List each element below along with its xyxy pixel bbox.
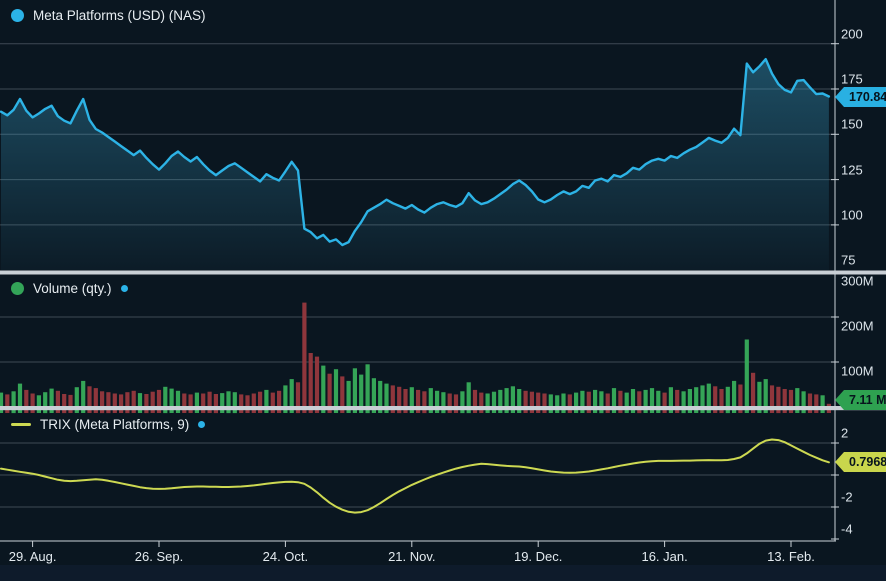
- legend-price[interactable]: Meta Platforms (USD) (NAS): [11, 8, 206, 23]
- trix-axis-label: 2: [841, 425, 849, 441]
- trix-line-swatch-icon: [11, 423, 31, 426]
- date-label: 29. Aug.: [8, 549, 57, 564]
- legend-trix[interactable]: TRIX (Meta Platforms, 9): [11, 417, 206, 432]
- legend-volume[interactable]: Volume (qty.): [11, 281, 128, 296]
- trix-axis-label: -4: [841, 521, 853, 537]
- trix-series-label: TRIX (Meta Platforms, 9): [40, 417, 190, 432]
- volume-options-dot-icon[interactable]: [120, 285, 128, 292]
- last-price-badge: 170.84: [835, 87, 886, 107]
- date-label: 13. Feb.: [767, 549, 815, 564]
- volume-series-dot-icon: [11, 282, 24, 295]
- volume-axis-label: 100M: [841, 363, 874, 379]
- price-axis-label: 150: [841, 116, 863, 132]
- footer-strip: [0, 565, 886, 581]
- price-axis-label: 175: [841, 71, 863, 87]
- date-label: 24. Oct.: [262, 549, 309, 564]
- volume-series-label: Volume (qty.): [33, 281, 112, 296]
- date-label: 19. Dec.: [513, 549, 563, 564]
- date-label: 16. Jan.: [641, 549, 688, 564]
- trix-axis-label: -2: [841, 489, 853, 505]
- price-axis-label: 100: [841, 207, 863, 223]
- date-label: 26. Sep.: [134, 549, 184, 564]
- last-volume-badge: 7.11 M: [835, 390, 886, 410]
- trix-options-dot-icon[interactable]: [198, 421, 206, 428]
- date-label: 21. Nov.: [388, 549, 436, 564]
- price-axis-label: 75: [841, 252, 856, 268]
- price-series-label: Meta Platforms (USD) (NAS): [33, 8, 206, 23]
- last-trix-badge: 0.7968: [835, 452, 886, 472]
- price-axis-label: 200: [841, 26, 863, 42]
- volume-axis-label: 300M: [841, 273, 874, 289]
- volume-axis-label: 200M: [841, 318, 874, 334]
- price-axis-label: 125: [841, 162, 863, 178]
- price-series-dot-icon: [11, 9, 24, 22]
